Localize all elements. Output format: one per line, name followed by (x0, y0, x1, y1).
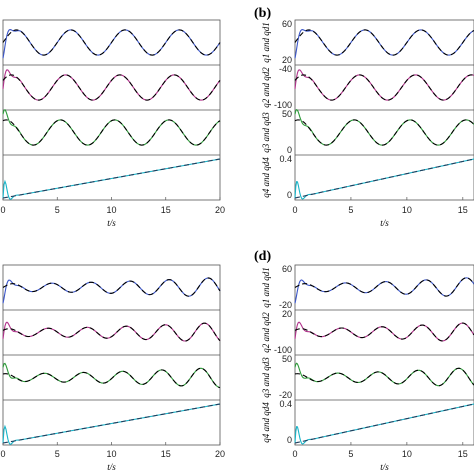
x-axis-label: t/s (107, 218, 116, 228)
panel-c: 0 5 10 15 20 t/s (0, 264, 225, 472)
series-reference-line (294, 277, 474, 297)
y-tick-label: 60 (282, 19, 292, 29)
y-tick-label: -20 (279, 390, 292, 400)
x-tick-label: 10 (106, 449, 116, 459)
panel-label-d: (d) (254, 249, 271, 264)
x-tick-label: 20 (215, 205, 225, 215)
x-tick-label: 15 (458, 449, 468, 459)
x-tick-label: 10 (106, 205, 116, 215)
y-tick-label: -100 (274, 100, 292, 110)
series-actual-line (2, 29, 221, 59)
x-tick-label: 0 (0, 205, 5, 215)
series-reference-line (294, 158, 474, 199)
series-reference-line (294, 322, 474, 342)
series-actual-line (2, 321, 221, 342)
x-tick-label: 15 (161, 205, 171, 215)
x-tick-label: 15 (161, 449, 171, 459)
y-tick-label: -100 (274, 345, 292, 355)
series-actual-line (2, 362, 221, 389)
panel-label-b: (b) (254, 6, 271, 21)
series-reference-line (294, 29, 474, 56)
series-reference-line (2, 322, 221, 342)
x-tick-label: 0 (0, 449, 5, 459)
series-reference-line (294, 367, 474, 387)
x-tick-label: 15 (458, 205, 468, 215)
y-tick-label: 0.4 (279, 154, 292, 164)
y-tick-label: -20 (279, 300, 292, 310)
y-tick-label: -40 (279, 64, 292, 74)
y-tick-label: 0.4 (279, 399, 292, 409)
x-tick-label: 10 (402, 449, 412, 459)
x-tick-label: 5 (55, 205, 60, 215)
x-tick-label: 10 (402, 205, 412, 215)
y-tick-label: 0 (287, 190, 292, 200)
y-tick-label: 50 (282, 109, 292, 119)
series-reference-line (2, 403, 221, 444)
y-tick-label: 20 (282, 55, 292, 65)
series-actual-line (294, 29, 474, 59)
x-tick-label: 0 (292, 205, 297, 215)
x-axis-label: t/s (107, 462, 116, 472)
y-axis-label: q2 and qd2 (261, 67, 271, 108)
panel-a: 0 5 10 15 20 t/s (0, 19, 225, 228)
x-tick-label: 5 (55, 449, 60, 459)
y-axis-label: q3 and qd3 (261, 112, 271, 153)
y-tick-label: 20 (282, 309, 292, 319)
series-actual-line (294, 69, 474, 101)
x-tick-label: 0 (292, 449, 297, 459)
y-tick-label: 60 (282, 264, 292, 274)
series-reference-line (294, 119, 474, 146)
y-axis-label: q1 and qd1 (261, 267, 271, 308)
x-axis-label: t/s (380, 462, 389, 472)
series-reference-line (2, 277, 221, 297)
series-reference-line (2, 29, 221, 56)
y-axis-label: q4 and qd4 (261, 157, 271, 198)
y-axis-label: q1 and qd1 (261, 22, 271, 63)
x-tick-label: 5 (348, 449, 353, 459)
y-tick-label: 50 (282, 354, 292, 364)
series-reference-line (2, 119, 221, 146)
x-tick-label: 20 (215, 449, 225, 459)
y-axis-label: q3 and qd3 (261, 357, 271, 398)
series-reference-line (294, 403, 474, 444)
series-actual-line (2, 69, 221, 101)
x-axis-label: t/s (380, 218, 389, 228)
series-reference-line (2, 367, 221, 389)
y-axis-label: q4 and qd4 (261, 402, 271, 443)
series-reference-line (2, 74, 221, 101)
y-tick-label: 0 (287, 145, 292, 155)
series-reference-line (294, 74, 474, 101)
y-axis-label: q2 and qd2 (261, 312, 271, 353)
x-tick-label: 5 (348, 205, 353, 215)
series-reference-line (2, 158, 221, 199)
y-tick-label: 0 (287, 435, 292, 445)
